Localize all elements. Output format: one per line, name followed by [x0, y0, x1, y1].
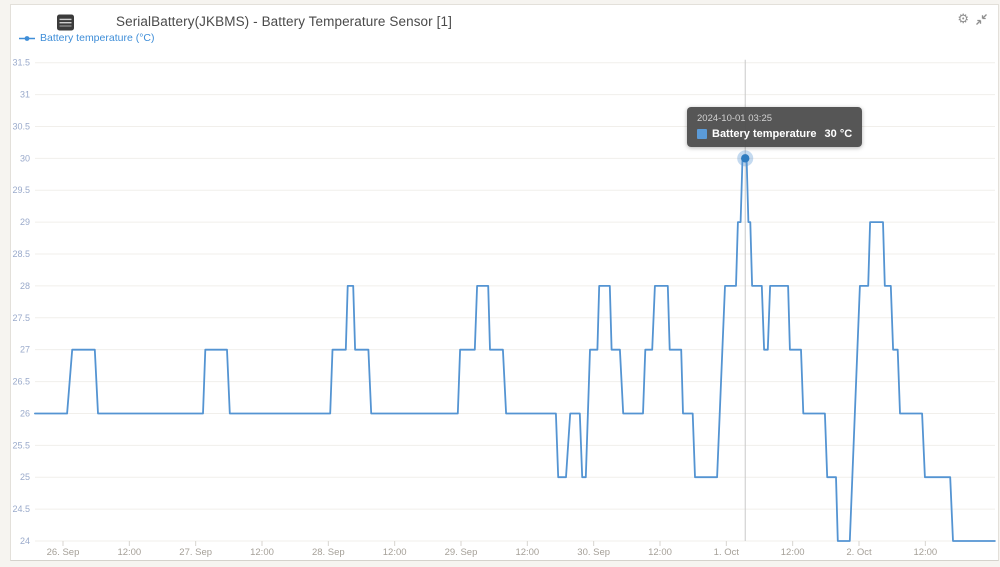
y-tick-label: 24 [20, 536, 30, 546]
y-tick-label: 26.5 [12, 377, 30, 387]
x-tick-label: 26. Sep [47, 547, 80, 558]
x-tick-label: 1. Oct [714, 547, 740, 558]
y-tick-label: 31 [20, 90, 30, 100]
x-tick-label: 12:00 [250, 547, 274, 558]
x-tick-label: 27. Sep [179, 547, 212, 558]
x-tick-label: 12:00 [383, 547, 407, 558]
x-tick-label: 2. Oct [846, 547, 872, 558]
x-tick-label: 12:00 [515, 547, 539, 558]
temperature-line [34, 157, 996, 542]
y-tick-label: 27 [20, 345, 30, 355]
x-tick-label: 12:00 [913, 547, 937, 558]
x-tick-label: 28. Sep [312, 547, 345, 558]
legend-line-marker-icon [19, 35, 35, 41]
chart-panel: SerialBattery(JKBMS) - Battery Temperatu… [10, 4, 999, 561]
y-tick-label: 30 [20, 153, 30, 163]
y-tick-label: 25 [20, 472, 30, 482]
y-tick-label: 29 [20, 217, 30, 227]
gear-icon[interactable]: ⚙ [957, 11, 969, 26]
legend-item-battery-temperature[interactable]: Battery temperature (°C) [19, 32, 155, 44]
x-tick-label: 12:00 [781, 547, 805, 558]
x-tick-label: 29. Sep [445, 547, 478, 558]
battery-bms-icon [57, 14, 74, 31]
x-tick-label: 30. Sep [577, 547, 610, 558]
page-title: SerialBattery(JKBMS) - Battery Temperatu… [116, 14, 452, 29]
y-tick-label: 31.5 [12, 58, 30, 68]
x-tick-label: 12:00 [117, 547, 141, 558]
y-tick-label: 28 [20, 281, 30, 291]
y-tick-label: 30.5 [12, 121, 30, 131]
y-tick-label: 29.5 [12, 185, 30, 195]
y-tick-label: 26 [20, 408, 30, 418]
x-tick-label: 12:00 [648, 547, 672, 558]
y-tick-label: 25.5 [12, 440, 30, 450]
y-tick-label: 27.5 [12, 313, 30, 323]
y-tick-label: 24.5 [12, 504, 30, 514]
hover-point-dot [741, 154, 750, 163]
compress-icon[interactable] [975, 13, 988, 26]
legend-label: Battery temperature (°C) [40, 32, 155, 44]
y-tick-label: 28.5 [12, 249, 30, 259]
